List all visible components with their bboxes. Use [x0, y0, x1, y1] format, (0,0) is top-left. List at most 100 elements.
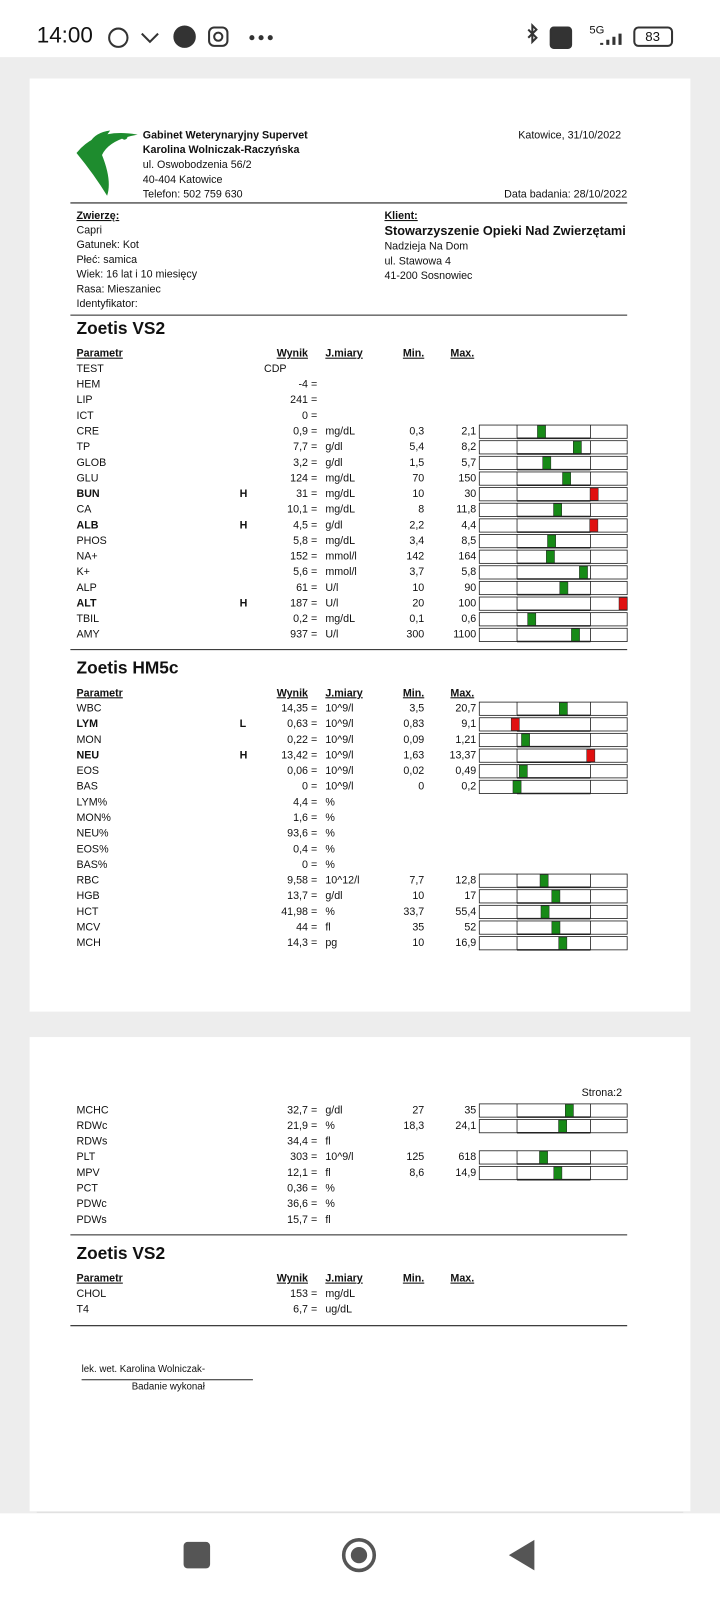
range-bar	[478, 596, 628, 611]
unit: pg	[325, 937, 337, 949]
result: 32,7	[287, 1104, 308, 1116]
equals: =	[311, 519, 317, 531]
column-header: Wynik	[277, 348, 308, 360]
equals: =	[311, 441, 317, 453]
result: 0,06	[287, 765, 308, 777]
unit: mg/dL	[325, 535, 355, 547]
result-marker	[527, 612, 537, 626]
column-header: Parametr	[77, 1273, 123, 1285]
min: 0,83	[403, 718, 424, 730]
logo	[76, 130, 138, 196]
max: 30	[464, 488, 476, 500]
signature-name: lek. wet. Karolina Wolniczak-	[82, 1364, 205, 1375]
column-header: Min.	[403, 687, 424, 699]
param-name: ICT	[77, 410, 95, 422]
result-marker	[553, 503, 562, 517]
unit: 10^12/l	[325, 875, 359, 887]
range-bar	[478, 764, 628, 779]
min: 35	[412, 921, 424, 933]
equals: =	[311, 551, 317, 563]
param-name: MCHC	[77, 1104, 109, 1116]
param-name: NEU	[77, 749, 100, 761]
result: 5,6	[293, 566, 308, 578]
param-name: LYM%	[77, 796, 108, 808]
min: 18,3	[403, 1120, 424, 1132]
min: 142	[406, 551, 424, 563]
equals: =	[311, 535, 317, 547]
range-bar	[478, 904, 628, 919]
page-number: Strona:2	[582, 1087, 622, 1099]
clinic-line: Telefon: 502 759 630	[143, 189, 243, 201]
param-name: TBIL	[77, 613, 100, 625]
unit: mg/dL	[325, 613, 355, 625]
unit: 10^9/l	[325, 749, 353, 761]
network: 5G	[589, 25, 604, 37]
param-name: WBC	[77, 703, 102, 715]
unit: 10^9/l	[325, 718, 353, 730]
min: 10	[412, 937, 424, 949]
max: 9,1	[461, 718, 476, 730]
unit: g/dl	[325, 890, 342, 902]
equals: =	[311, 426, 317, 438]
flag: H	[240, 749, 248, 761]
result-marker	[542, 456, 552, 470]
unit: 10^9/l	[325, 703, 353, 715]
equals: =	[311, 472, 317, 484]
min: 2,2	[409, 519, 424, 531]
equals: =	[311, 582, 317, 594]
equals: =	[311, 781, 317, 793]
result: 0	[302, 781, 308, 793]
equals: =	[311, 890, 317, 902]
result: 9,58	[287, 875, 308, 887]
client-label: Klient:	[384, 210, 417, 222]
column-header: Min.	[403, 1273, 424, 1285]
result: 124	[290, 472, 308, 484]
result: 6,7	[293, 1304, 308, 1316]
animal-line: Płeć: samica	[77, 254, 138, 266]
result-marker	[553, 1166, 563, 1180]
range-bar	[478, 732, 628, 748]
min: 10	[412, 488, 424, 500]
param-name: BAS%	[77, 859, 108, 871]
recents-button[interactable]	[183, 1541, 211, 1569]
min: 1,5	[409, 457, 424, 469]
result: 937	[290, 629, 308, 641]
home-button[interactable]	[341, 1538, 377, 1573]
max: 55,4	[455, 906, 476, 918]
section-title: Zoetis VS2	[77, 1243, 166, 1263]
min: 70	[412, 472, 424, 484]
equals: =	[311, 379, 317, 391]
exam-date: Data badania: 28/10/2022	[504, 189, 627, 201]
param-name: BUN	[77, 488, 100, 500]
equals: =	[311, 1214, 317, 1226]
result-marker	[521, 733, 530, 747]
unit: %	[325, 1120, 335, 1132]
result: 4,5	[293, 519, 308, 531]
animal-line: Wiek: 16 lat i 10 miesięcy	[77, 269, 198, 281]
equals: =	[311, 1120, 317, 1132]
unit: 10^9/l	[325, 781, 353, 793]
param-name: RDWc	[77, 1120, 109, 1132]
result: 1,6	[293, 812, 308, 824]
param-name: ALP	[77, 582, 97, 594]
section-title: Zoetis HM5c	[77, 658, 179, 678]
back-button[interactable]	[508, 1539, 535, 1571]
result: 3,2	[293, 457, 308, 469]
param-name: LYM	[77, 718, 99, 730]
min: 5,4	[409, 441, 424, 453]
clinic-line: 40-404 Katowice	[143, 174, 223, 186]
result: 0,63	[287, 718, 308, 730]
equals: =	[311, 1183, 317, 1195]
equals: =	[311, 765, 317, 777]
min: 0,1	[409, 613, 424, 625]
equals: =	[311, 828, 317, 840]
equals: =	[311, 906, 317, 918]
result: 0,9	[293, 426, 308, 438]
result: 5,8	[293, 535, 308, 547]
result-marker	[559, 702, 568, 716]
param-name: ALT	[77, 597, 97, 609]
result: 4,4	[293, 796, 308, 808]
result: 0,22	[287, 734, 308, 746]
client-name: Stowarzyszenie Opieki Nad Zwierzętami	[384, 223, 625, 238]
unit: %	[325, 859, 335, 871]
